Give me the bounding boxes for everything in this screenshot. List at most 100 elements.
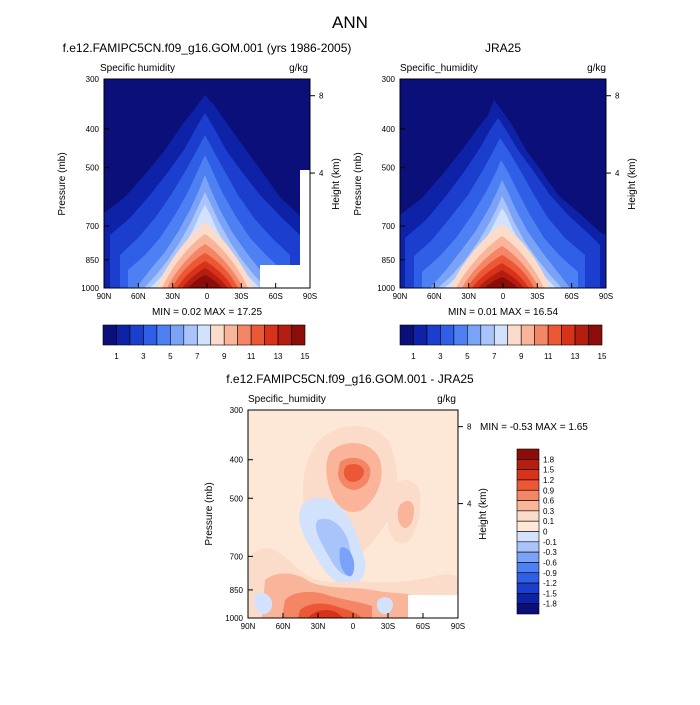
colorbar-label: -0.1	[543, 538, 557, 547]
y-tick-label: 700	[86, 222, 100, 231]
contour-positive-d	[343, 463, 364, 482]
colorbar-label: 13	[274, 352, 283, 361]
colorbar-label: 3	[141, 352, 146, 361]
panel-diff-right-string: g/kg	[437, 394, 456, 405]
panel-model-left-string: Specific humidity	[100, 63, 175, 74]
panel-obs-left-string: Specific_humidity	[400, 63, 478, 74]
colorbar-swatch	[116, 324, 131, 346]
y-tick-label: 500	[382, 164, 396, 173]
y-tick-label: 1000	[377, 284, 395, 293]
colorbar-label: -0.9	[543, 569, 557, 578]
colorbar-swatch	[534, 324, 549, 346]
colorbar-swatch	[516, 448, 540, 460]
x-tick-label: 60N	[427, 292, 442, 301]
x-tick-label: 60N	[276, 622, 291, 631]
colorbar-swatch	[520, 324, 535, 346]
height-tick-label: 4	[467, 500, 472, 509]
y-tick-label: 850	[86, 256, 100, 265]
colorbar-swatch	[453, 324, 468, 346]
colorbar-swatch	[547, 324, 562, 346]
colorbar-label: -1.8	[543, 600, 557, 609]
colorbar-swatch	[516, 562, 540, 574]
panel-diff-ylabel: Pressure (mb)	[204, 482, 215, 545]
height-tick-label: 4	[615, 169, 620, 178]
y-tick-label: 400	[230, 456, 244, 465]
y-tick-label: 400	[86, 125, 100, 134]
colorbar-label: 7	[195, 352, 200, 361]
y-tick-label: 700	[230, 552, 244, 561]
panel-model-contours	[104, 79, 310, 288]
colorbar-label: -0.6	[543, 558, 557, 567]
colorbar-swatch	[516, 593, 540, 604]
panel-model-stats: MIN = 0.02 MAX = 17.25	[152, 307, 262, 318]
colorbar-swatch	[156, 324, 171, 346]
y-tick-label: 700	[382, 222, 396, 231]
colorbar-label: 9	[222, 352, 227, 361]
colorbar-swatch	[291, 324, 306, 346]
panel-obs-contours	[400, 79, 606, 288]
x-tick-label: 0	[205, 292, 210, 301]
panel-diff-title: f.e12.FAMIPC5CN.f09_g16.GOM.001 - JRA25	[226, 372, 474, 386]
y-tick-label: 300	[86, 75, 100, 84]
x-tick-label: 90N	[97, 292, 112, 301]
y-tick-label: 1000	[81, 284, 99, 293]
colorbar-swatch	[574, 324, 589, 346]
colorbar-swatch	[516, 489, 540, 501]
colorbar-swatch	[516, 531, 540, 543]
panel-diff: f.e12.FAMIPC5CN.f09_g16.GOM.001 - JRA25 …	[204, 372, 588, 631]
panel-diff-left-string: Specific_humidity	[248, 394, 326, 405]
colorbar-label: 3	[438, 352, 443, 361]
colorbar-swatch	[493, 324, 509, 346]
colorbar-label: 0.3	[543, 507, 555, 516]
colorbar-label: 7	[492, 352, 497, 361]
colorbar-label: 11	[544, 352, 553, 361]
colorbar-label: 1	[114, 352, 119, 361]
x-tick-label: 90N	[241, 622, 256, 631]
x-tick-label: 90S	[599, 292, 613, 301]
colorbar-label: 15	[301, 352, 310, 361]
colorbar-swatch	[516, 541, 540, 553]
panel-diff-stats: MIN = -0.53 MAX = 1.65	[480, 422, 588, 433]
panel-diff-ylabel-right: Height (km)	[478, 488, 489, 540]
colorbar-label: 13	[571, 352, 580, 361]
contour-level-29	[484, 277, 518, 288]
colorbar-swatch	[426, 324, 441, 346]
colorbar-label: 11	[247, 352, 256, 361]
y-tick-label: 850	[382, 256, 396, 265]
colorbar-swatch	[399, 324, 414, 346]
colorbar-swatch	[516, 520, 540, 532]
panel-model-ylabel-right: Height (km)	[331, 158, 342, 210]
colorbar-swatch	[516, 459, 540, 470]
colorbar-label: -1.5	[543, 589, 557, 598]
colorbar-swatch	[467, 324, 482, 346]
colorbar-swatch	[210, 324, 225, 346]
x-tick-label: 30S	[381, 622, 395, 631]
x-tick-label: 60N	[131, 292, 146, 301]
y-tick-label: 300	[230, 406, 244, 415]
colorbar-swatch	[413, 324, 428, 346]
panel-model-ticks: 90N 60N 30N 0 30S 60S 90S 300 400 500 700 850 1000 8 4	[81, 75, 324, 301]
missing-data-strip	[300, 170, 310, 288]
x-tick-label: 60S	[565, 292, 579, 301]
x-tick-label: 0	[501, 292, 506, 301]
panel-diff-colorbar: 1.81.51.20.90.60.30.10-0.1-0.3-0.6-0.9-1…	[516, 448, 557, 615]
x-tick-label: 90N	[393, 292, 408, 301]
height-tick-label: 4	[319, 169, 324, 178]
colorbar-swatch	[277, 324, 292, 346]
panel-diff-ticks: 90N 60N 30N 0 30S 60S 90S 300 400 500 700 850 1000 8 4	[225, 406, 472, 631]
panel-diff-contours	[248, 410, 458, 618]
colorbar-swatch	[170, 324, 185, 346]
colorbar-swatch	[143, 324, 158, 346]
colorbar-label: 9	[519, 352, 524, 361]
colorbar-swatch	[223, 324, 238, 346]
contour-negative-d	[253, 592, 273, 615]
colorbar-label: 5	[168, 352, 173, 361]
height-tick-label: 8	[319, 92, 324, 101]
panel-model-title: f.e12.FAMIPC5CN.f09_g16.GOM.001 (yrs 198…	[63, 41, 352, 55]
colorbar-swatch	[516, 603, 540, 615]
x-tick-label: 60S	[416, 622, 430, 631]
x-tick-label: 60S	[269, 292, 283, 301]
missing-data-area	[260, 265, 310, 288]
y-tick-label: 500	[230, 494, 244, 503]
